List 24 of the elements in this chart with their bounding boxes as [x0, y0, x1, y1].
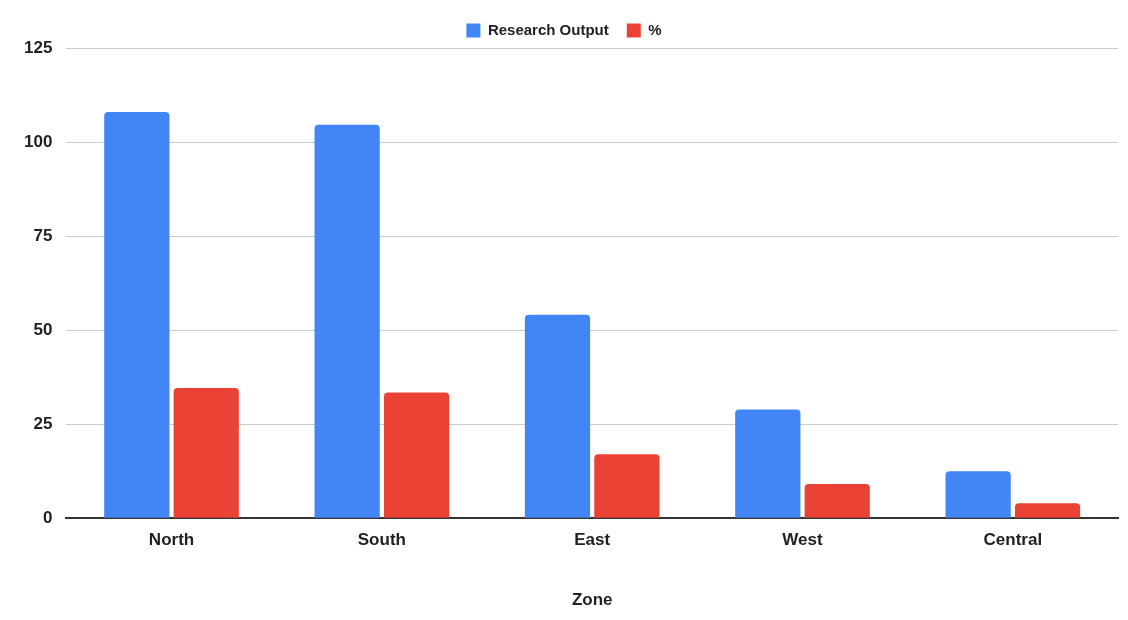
bar: [524, 314, 591, 518]
bar: [173, 388, 239, 518]
bar: [383, 392, 450, 518]
x-tick-label: Central: [983, 530, 1043, 550]
y-tick-label: 25: [33, 413, 53, 433]
y-tick-label: 75: [33, 225, 53, 245]
legend-label: %: [648, 20, 662, 38]
x-axis-title: Zone: [571, 590, 613, 610]
bar: [594, 454, 660, 518]
y-tick-label: 0: [42, 507, 53, 527]
bar: [945, 471, 1011, 518]
legend-label: Research Output: [487, 20, 609, 38]
x-tick-label: West: [782, 530, 823, 550]
x-tick-label: South: [357, 530, 406, 550]
bar: [104, 111, 170, 518]
y-tick-label: 125: [23, 37, 53, 57]
bar: [1014, 503, 1081, 518]
y-tick-label: 50: [33, 319, 53, 339]
bar: [804, 483, 870, 518]
y-tick-label: 100: [23, 131, 53, 151]
bar: [735, 409, 801, 518]
bar: [314, 124, 380, 518]
x-tick-label: East: [574, 530, 611, 550]
x-tick-label: North: [148, 530, 195, 550]
